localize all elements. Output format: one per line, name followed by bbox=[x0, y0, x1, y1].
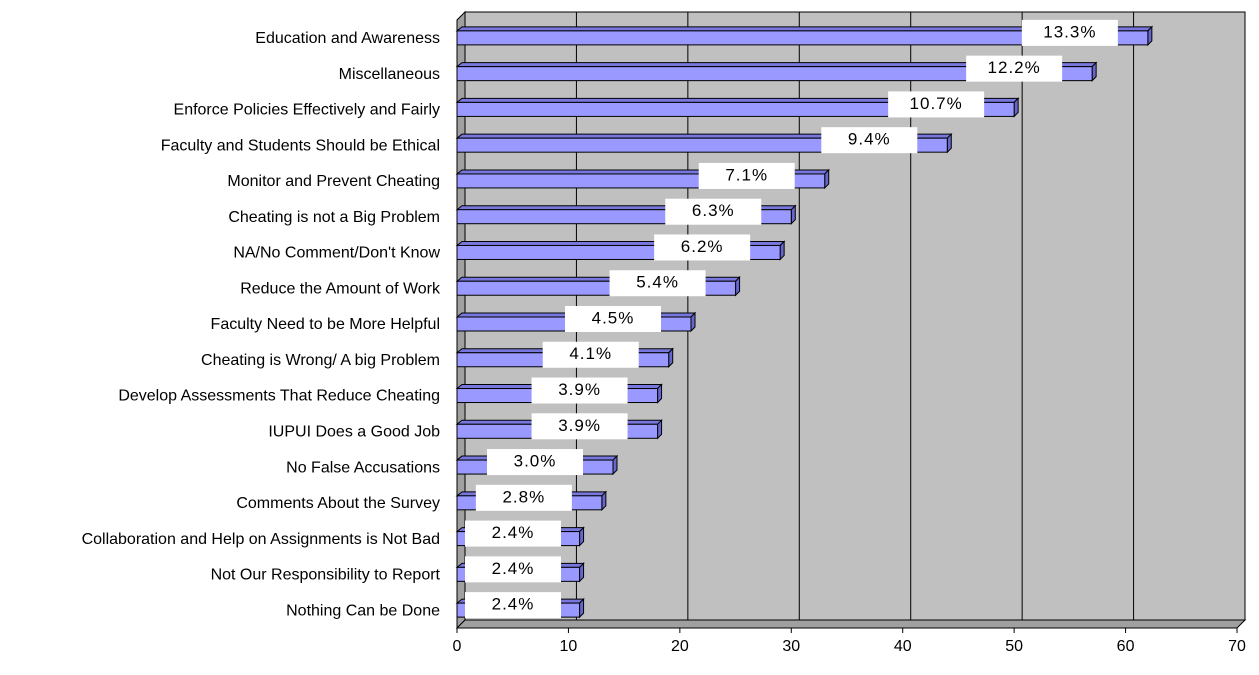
label-box bbox=[654, 234, 751, 261]
bar-side bbox=[657, 383, 663, 404]
label-box bbox=[1021, 19, 1118, 46]
label-box bbox=[531, 377, 628, 404]
value-label: 6.2% bbox=[681, 237, 724, 256]
value-label: 7.1% bbox=[725, 165, 768, 184]
bar bbox=[456, 30, 1149, 46]
label-box bbox=[698, 162, 795, 189]
bar-side bbox=[1013, 97, 1019, 118]
bar-side bbox=[735, 276, 741, 297]
bar-side bbox=[657, 419, 663, 440]
label-box bbox=[531, 413, 628, 440]
category-label: Faculty and Students Should be Ethical bbox=[161, 137, 440, 154]
bar-side bbox=[579, 526, 585, 547]
bar-side bbox=[690, 311, 696, 333]
category-label: Cheating is Wrong/ A big Problem bbox=[201, 352, 440, 369]
category-label: Nothing Can be Done bbox=[286, 602, 440, 619]
category-label: Cheating is not a Big Problem bbox=[228, 209, 440, 226]
bar bbox=[456, 66, 1093, 82]
category-label: Collaboration and Help on Assignments is… bbox=[82, 531, 440, 548]
bar-side bbox=[1091, 61, 1097, 82]
value-label: 2.4% bbox=[492, 595, 535, 614]
label-box bbox=[565, 306, 661, 332]
value-label: 3.0% bbox=[514, 452, 557, 471]
category-label: NA/No Comment/Don't Know bbox=[233, 245, 440, 262]
label-box bbox=[888, 91, 985, 118]
category-label: Not Our Responsibility to Report bbox=[211, 567, 441, 584]
category-label: Develop Assessments That Reduce Cheating bbox=[118, 388, 440, 405]
bar-side bbox=[790, 204, 796, 225]
x-tick-label: 40 bbox=[894, 638, 912, 655]
bar bbox=[456, 101, 1015, 117]
value-label: 2.4% bbox=[492, 559, 535, 578]
value-label: 3.9% bbox=[558, 380, 601, 399]
floor bbox=[455, 619, 1247, 629]
value-label: 6.3% bbox=[692, 201, 735, 220]
value-label: 3.9% bbox=[558, 416, 601, 435]
category-label: Miscellaneous bbox=[339, 66, 440, 83]
value-label: 5.4% bbox=[636, 273, 679, 292]
bar-side bbox=[824, 168, 830, 190]
category-label: Education and Awareness bbox=[255, 30, 440, 47]
x-tick-label: 20 bbox=[671, 638, 689, 655]
label-box bbox=[609, 270, 706, 297]
bar-side bbox=[1147, 25, 1153, 47]
category-label: Faculty Need to be More Helpful bbox=[211, 316, 440, 333]
bar-side bbox=[601, 490, 607, 512]
label-box bbox=[487, 449, 583, 476]
value-label: 2.4% bbox=[492, 523, 535, 542]
x-tick-label: 10 bbox=[560, 638, 578, 655]
bar-side bbox=[668, 347, 674, 368]
label-box bbox=[475, 484, 572, 511]
category-label: Comments About the Survey bbox=[236, 495, 440, 512]
category-label: IUPUI Does a Good Job bbox=[268, 424, 440, 441]
category-label: No False Accusations bbox=[286, 459, 440, 476]
x-tick-label: 70 bbox=[1228, 638, 1246, 655]
category-label: Reduce the Amount of Work bbox=[240, 280, 441, 297]
category-label: Monitor and Prevent Cheating bbox=[227, 173, 440, 190]
value-label: 12.2% bbox=[988, 58, 1041, 77]
value-label: 4.1% bbox=[569, 344, 612, 363]
label-box bbox=[665, 198, 762, 225]
value-label: 13.3% bbox=[1043, 22, 1096, 41]
value-label: 4.5% bbox=[592, 308, 635, 327]
bar-side bbox=[612, 454, 618, 476]
label-box bbox=[966, 55, 1063, 82]
label-box bbox=[465, 556, 561, 583]
bar-side bbox=[579, 562, 585, 583]
x-tick-label: 50 bbox=[1005, 638, 1023, 655]
label-box bbox=[465, 592, 561, 619]
label-box bbox=[542, 341, 639, 368]
bar-side bbox=[946, 132, 952, 154]
bar-side bbox=[579, 597, 585, 619]
label-box bbox=[821, 127, 918, 154]
value-label: 10.7% bbox=[910, 94, 963, 113]
bar-side bbox=[779, 240, 785, 261]
value-label: 9.4% bbox=[848, 130, 891, 149]
x-tick-label: 60 bbox=[1117, 638, 1135, 655]
x-tick-label: 30 bbox=[782, 638, 800, 655]
value-label: 2.8% bbox=[502, 487, 545, 506]
x-tick-label: 0 bbox=[453, 638, 462, 655]
label-box bbox=[465, 520, 561, 547]
category-label: Enforce Policies Effectively and Fairly bbox=[174, 102, 440, 119]
